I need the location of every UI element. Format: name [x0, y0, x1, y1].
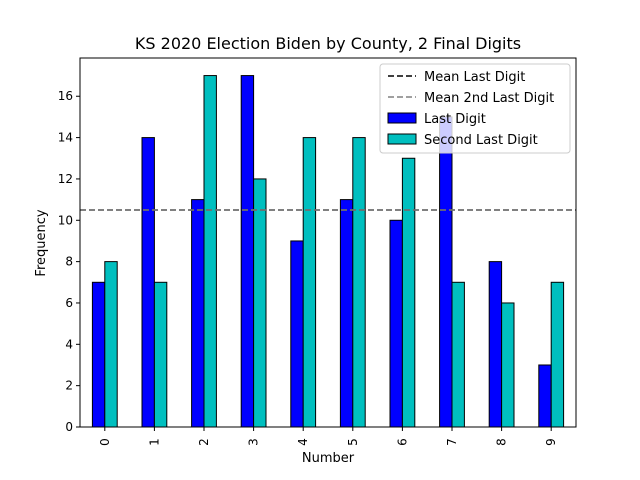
chart-title: KS 2020 Election Biden by County, 2 Fina… — [135, 34, 521, 53]
bar-last-digit-2 — [191, 199, 205, 428]
bar-second-last-digit-4 — [302, 137, 317, 428]
y-tick-label: 12 — [58, 172, 73, 186]
y-tick-label: 8 — [65, 255, 73, 269]
legend-box — [379, 63, 571, 154]
bar-last-digit-1 — [141, 137, 155, 428]
y-tick-label: 6 — [65, 296, 73, 310]
y-tick-label: 16 — [58, 89, 73, 103]
plot-frame — [79, 57, 577, 428]
bar-last-digit-6 — [389, 219, 403, 428]
y-tick-label: 4 — [65, 337, 73, 351]
legend-label-mean-last-digit: Mean Last Digit — [424, 70, 525, 85]
bar-second-last-digit-6 — [401, 157, 416, 428]
bar-second-last-digit-9 — [550, 281, 565, 428]
x-tick-label: 1 — [147, 438, 161, 446]
bar-second-last-digit-2 — [203, 75, 217, 428]
bar-second-last-digit-1 — [153, 281, 168, 428]
legend: Mean Last Digit Mean 2nd Last Digit Last D… — [379, 63, 571, 154]
legend-label-second-last-digit: Second Last Digit — [424, 133, 538, 148]
x-tick-label: 7 — [445, 438, 459, 446]
legend-label-mean-2nd-last-digit: Mean 2nd Last Digit — [424, 91, 554, 106]
x-tick-label: 4 — [296, 438, 310, 446]
bar-last-digit-3 — [240, 75, 255, 428]
bar-last-digit-8 — [488, 261, 503, 428]
y-tick-label: 0 — [65, 420, 73, 434]
bar-second-last-digit-0 — [104, 261, 118, 428]
bar-last-digit-5 — [339, 199, 354, 428]
bars-group — [91, 75, 565, 428]
y-tick-label: 2 — [65, 379, 73, 393]
x-tick-label: 6 — [395, 438, 409, 446]
bar-second-last-digit-7 — [451, 281, 465, 428]
x-tick-label: 2 — [197, 438, 211, 446]
bar-last-digit-4 — [290, 240, 304, 428]
x-tick-label: 5 — [346, 438, 360, 446]
legend-swatch-last-digit — [387, 112, 417, 124]
x-tick-label: 0 — [98, 438, 112, 446]
y-tick-label: 10 — [58, 213, 73, 227]
bar-last-digit-9 — [538, 364, 552, 428]
bar-second-last-digit-8 — [501, 302, 515, 428]
x-tick-label: 3 — [247, 438, 261, 446]
bar-last-digit-7 — [439, 116, 453, 428]
legend-swatch-second-last-digit — [387, 133, 417, 145]
legend-label-last-digit: Last Digit — [424, 112, 486, 127]
y-tick-label: 14 — [58, 131, 73, 145]
x-tick-label: 9 — [544, 438, 558, 446]
bar-second-last-digit-3 — [253, 178, 267, 428]
x-tick-label: 8 — [495, 438, 509, 446]
x-axis-label: Number — [302, 451, 355, 466]
bar-second-last-digit-5 — [352, 137, 366, 428]
bar-last-digit-0 — [91, 281, 106, 428]
y-axis-label: Frequency — [34, 209, 49, 276]
